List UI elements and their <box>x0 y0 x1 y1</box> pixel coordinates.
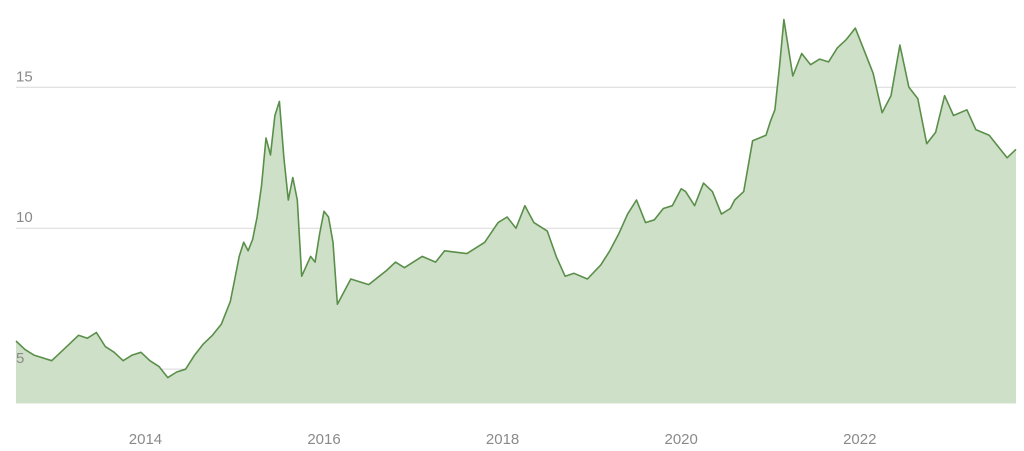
series-area-fill <box>16 19 1016 403</box>
x-tick-label: 2020 <box>664 431 697 448</box>
x-tick-label: 2018 <box>486 431 519 448</box>
y-tick-label: 5 <box>16 350 24 367</box>
series-line <box>15 18 1017 379</box>
x-tick-label: 2022 <box>843 431 876 448</box>
y-tick-labels: 5 10 15 <box>16 68 33 367</box>
x-tick-label: 2014 <box>129 431 162 448</box>
y-tick-label: 10 <box>16 209 33 226</box>
x-tick-label: 2016 <box>307 431 340 448</box>
x-tick-labels: 2014 2016 2018 2020 2022 <box>129 431 877 448</box>
y-tick-label: 15 <box>16 68 33 85</box>
